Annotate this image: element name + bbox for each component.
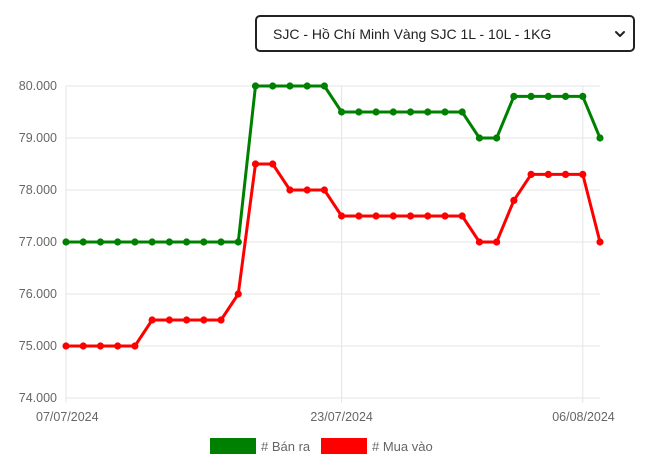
series-1-point[interactable] [286,186,294,194]
y-tick-label: 78.000 [19,183,57,197]
series-1-point[interactable] [475,238,484,246]
series-0-point[interactable] [286,82,294,90]
series-0-point[interactable] [579,92,587,100]
series-1-point[interactable] [561,170,570,178]
series-0-point[interactable] [114,238,122,246]
series-1-point[interactable] [131,342,139,350]
series-0-point[interactable] [424,108,432,116]
series-1-point[interactable] [200,316,208,324]
series-1-point[interactable] [165,316,173,324]
series-0-point[interactable] [475,134,484,142]
y-tick-label: 79.000 [19,131,57,145]
series-line-0 [66,84,602,244]
y-tick-label: 76.000 [19,287,57,301]
series-1-point[interactable] [406,212,415,220]
series-0-point[interactable] [182,238,191,246]
series-0-point[interactable] [269,82,277,90]
series-1-point[interactable] [62,342,70,350]
series-0-point[interactable] [561,92,570,100]
series-0-point[interactable] [200,238,208,246]
series-0-point[interactable] [596,134,604,142]
series-1-point[interactable] [424,212,432,220]
legend-label-1[interactable]: # Mua vào [372,439,433,454]
series-1-point[interactable] [389,212,397,220]
series-1-point[interactable] [114,342,122,350]
series-1-point[interactable] [579,170,587,178]
series-line-1 [66,162,602,348]
series-1-point[interactable] [320,186,328,194]
series-0-point[interactable] [355,108,363,116]
series-0-point[interactable] [217,238,225,246]
series-0-point[interactable] [389,108,397,116]
series-0-point[interactable] [493,134,501,142]
series-0-point[interactable] [441,108,449,116]
series-1-point[interactable] [217,316,225,324]
x-tick-label: 23/07/2024 [310,410,373,424]
series-0-point[interactable] [406,108,415,116]
series-1-point[interactable] [96,342,105,350]
series-0-point[interactable] [62,238,70,246]
series-0-point[interactable] [338,108,346,116]
series-1-point[interactable] [544,170,552,178]
series-0-point[interactable] [234,238,242,246]
series-1-point[interactable] [372,212,380,220]
series-0-point[interactable] [131,238,139,246]
location-product-select[interactable]: SJC - Hồ Chí Minh Vàng SJC 1L - 10L - 1K… [255,15,635,52]
series-0-point[interactable] [527,92,535,100]
series-0-point[interactable] [510,92,518,100]
series-0-point[interactable] [251,82,260,90]
legend-swatch-0[interactable] [210,438,256,454]
series-1-point[interactable] [355,212,363,220]
series-1-point[interactable] [441,212,449,220]
series-1-point[interactable] [527,170,535,178]
series-0-point[interactable] [303,82,311,90]
series-1-point[interactable] [148,316,156,324]
series-1-point[interactable] [182,316,191,324]
series-0-point[interactable] [165,238,173,246]
series-0-point[interactable] [148,238,156,246]
series-1-point[interactable] [510,196,518,204]
series-1-point[interactable] [493,238,501,246]
y-tick-label: 80.000 [19,79,57,93]
series-1-point[interactable] [303,186,311,194]
series-1-point[interactable] [596,238,604,246]
series-1-point[interactable] [458,212,466,220]
series-0-point[interactable] [79,238,87,246]
y-tick-label: 77.000 [19,235,57,249]
legend-swatch-1[interactable] [321,438,367,454]
y-tick-label: 75.000 [19,339,57,353]
series-1-point[interactable] [338,212,346,220]
series-1-point[interactable] [79,342,87,350]
series-0-point[interactable] [96,238,105,246]
series-0-point[interactable] [544,92,552,100]
series-1-point[interactable] [269,160,277,168]
series-1-point[interactable] [251,160,260,168]
x-tick-label: 06/08/2024 [552,410,615,424]
chevron-down-icon [613,27,627,41]
x-tick-label: 07/07/2024 [36,410,99,424]
y-tick-label: 74.000 [19,391,57,405]
series-1-point[interactable] [234,290,242,298]
legend-label-0[interactable]: # Bán ra [261,439,311,454]
series-0-point[interactable] [372,108,380,116]
select-selected-label: SJC - Hồ Chí Minh Vàng SJC 1L - 10L - 1K… [273,25,552,42]
series-0-point[interactable] [320,82,328,90]
series-0-point[interactable] [458,108,466,116]
